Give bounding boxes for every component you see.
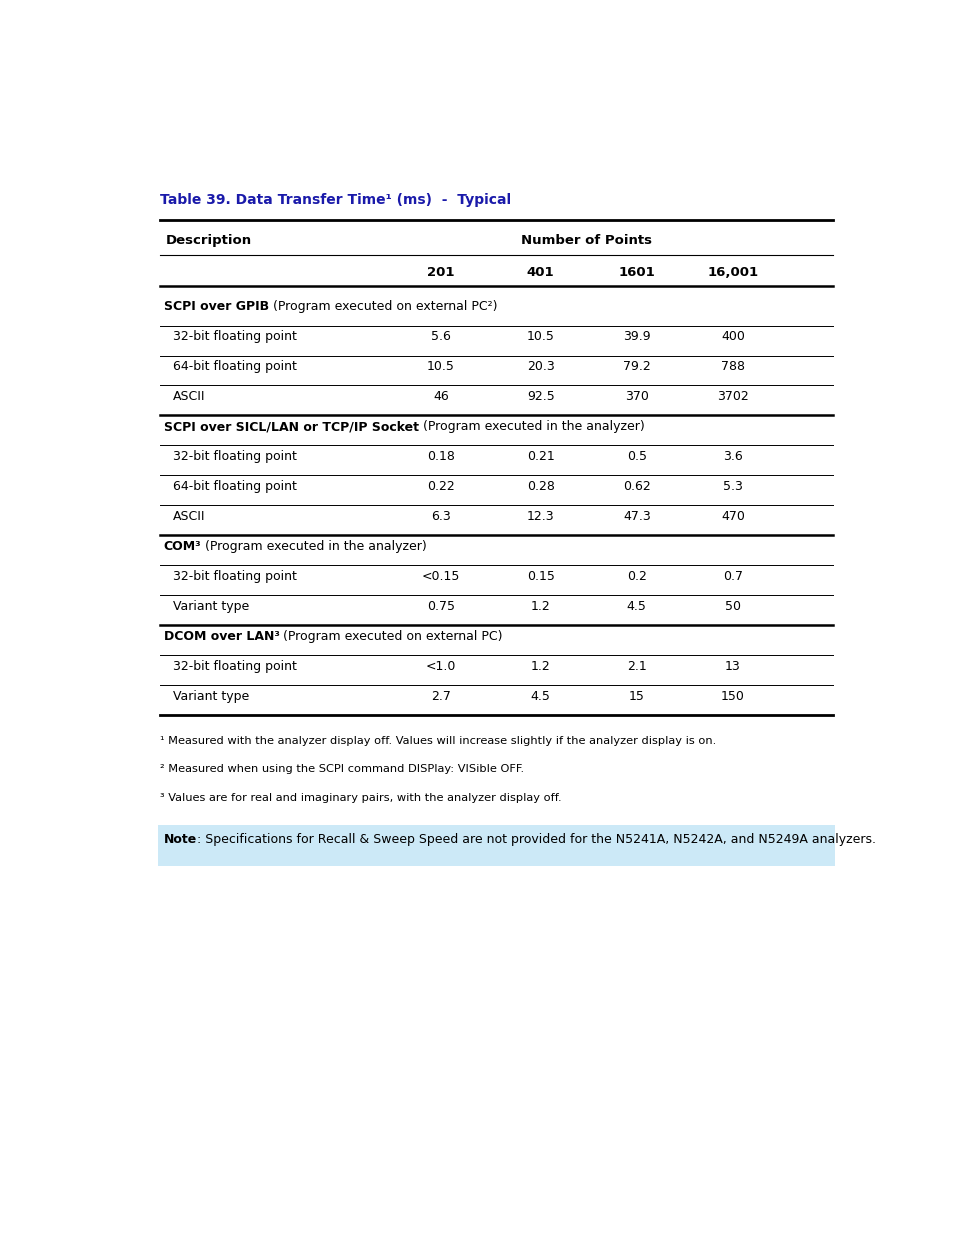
Text: : Specifications for Recall & Sweep Speed are not provided for the N5241A, N5242: : Specifications for Recall & Sweep Spee… bbox=[196, 832, 875, 846]
Text: ¹ Measured with the analyzer display off. Values will increase slightly if the a: ¹ Measured with the analyzer display off… bbox=[160, 736, 716, 746]
Text: COM³: COM³ bbox=[164, 540, 201, 553]
Text: 20.3: 20.3 bbox=[526, 361, 554, 373]
Text: 1.2: 1.2 bbox=[530, 659, 550, 673]
Text: Note: Note bbox=[164, 832, 196, 846]
Text: 47.3: 47.3 bbox=[622, 510, 650, 524]
Text: 201: 201 bbox=[427, 266, 455, 279]
Text: Number of Points: Number of Points bbox=[521, 233, 652, 247]
Text: 6.3: 6.3 bbox=[431, 510, 450, 524]
Text: DCOM over LAN³: DCOM over LAN³ bbox=[164, 630, 279, 643]
Text: Variant type: Variant type bbox=[173, 690, 250, 703]
Text: 0.21: 0.21 bbox=[526, 450, 554, 463]
Text: 1.2: 1.2 bbox=[530, 600, 550, 613]
Text: 32-bit floating point: 32-bit floating point bbox=[173, 330, 296, 343]
Text: ² Measured when using the SCPI command DISPlay: VISible OFF.: ² Measured when using the SCPI command D… bbox=[160, 764, 523, 774]
Text: 3.6: 3.6 bbox=[722, 450, 742, 463]
Text: 400: 400 bbox=[720, 330, 744, 343]
Text: 0.22: 0.22 bbox=[427, 480, 455, 493]
Text: 2.7: 2.7 bbox=[431, 690, 451, 703]
Text: 39.9: 39.9 bbox=[622, 330, 650, 343]
Text: <0.15: <0.15 bbox=[421, 569, 459, 583]
Text: Table 39. Data Transfer Time¹ (ms)  -  Typical: Table 39. Data Transfer Time¹ (ms) - Typ… bbox=[160, 193, 511, 207]
Text: 79.2: 79.2 bbox=[622, 361, 650, 373]
Text: (Program executed in the analyzer): (Program executed in the analyzer) bbox=[418, 420, 643, 433]
Text: ASCII: ASCII bbox=[173, 510, 206, 524]
Text: 4.5: 4.5 bbox=[626, 600, 646, 613]
Text: 0.75: 0.75 bbox=[426, 600, 455, 613]
Text: 12.3: 12.3 bbox=[526, 510, 554, 524]
Text: <1.0: <1.0 bbox=[425, 659, 456, 673]
Text: 32-bit floating point: 32-bit floating point bbox=[173, 450, 296, 463]
Text: SCPI over SICL/LAN or TCP/IP Socket: SCPI over SICL/LAN or TCP/IP Socket bbox=[164, 420, 418, 433]
Text: 10.5: 10.5 bbox=[526, 330, 554, 343]
Text: 150: 150 bbox=[720, 690, 744, 703]
Text: (Program executed on external PC²): (Program executed on external PC²) bbox=[269, 300, 497, 314]
Text: 401: 401 bbox=[526, 266, 554, 279]
Text: 3702: 3702 bbox=[717, 390, 748, 403]
Text: 5.3: 5.3 bbox=[722, 480, 742, 493]
Text: 1601: 1601 bbox=[618, 266, 655, 279]
Text: 470: 470 bbox=[720, 510, 744, 524]
Text: 46: 46 bbox=[433, 390, 448, 403]
Bar bbox=[157, 825, 834, 866]
Text: 13: 13 bbox=[724, 659, 740, 673]
Text: 0.5: 0.5 bbox=[626, 450, 646, 463]
Text: 0.28: 0.28 bbox=[526, 480, 554, 493]
Text: 50: 50 bbox=[724, 600, 740, 613]
Text: 64-bit floating point: 64-bit floating point bbox=[173, 361, 296, 373]
Text: ASCII: ASCII bbox=[173, 390, 206, 403]
Text: Description: Description bbox=[166, 233, 252, 247]
Text: 0.7: 0.7 bbox=[722, 569, 742, 583]
Text: 5.6: 5.6 bbox=[431, 330, 451, 343]
Text: 64-bit floating point: 64-bit floating point bbox=[173, 480, 296, 493]
Text: 16,001: 16,001 bbox=[706, 266, 758, 279]
Text: SCPI over GPIB: SCPI over GPIB bbox=[164, 300, 269, 314]
Text: 15: 15 bbox=[628, 690, 644, 703]
Text: 92.5: 92.5 bbox=[526, 390, 554, 403]
Text: 10.5: 10.5 bbox=[427, 361, 455, 373]
Text: 0.2: 0.2 bbox=[626, 569, 646, 583]
Text: 0.15: 0.15 bbox=[526, 569, 554, 583]
Text: 370: 370 bbox=[624, 390, 648, 403]
Text: (Program executed on external PC): (Program executed on external PC) bbox=[279, 630, 502, 643]
Text: (Program executed in the analyzer): (Program executed in the analyzer) bbox=[201, 540, 427, 553]
Text: 32-bit floating point: 32-bit floating point bbox=[173, 569, 296, 583]
Text: Variant type: Variant type bbox=[173, 600, 250, 613]
Text: 2.1: 2.1 bbox=[626, 659, 646, 673]
Text: 788: 788 bbox=[720, 361, 744, 373]
Text: 4.5: 4.5 bbox=[530, 690, 550, 703]
Text: 0.18: 0.18 bbox=[427, 450, 455, 463]
Text: ³ Values are for real and imaginary pairs, with the analyzer display off.: ³ Values are for real and imaginary pair… bbox=[160, 793, 561, 803]
Text: 0.62: 0.62 bbox=[622, 480, 650, 493]
Text: 32-bit floating point: 32-bit floating point bbox=[173, 659, 296, 673]
